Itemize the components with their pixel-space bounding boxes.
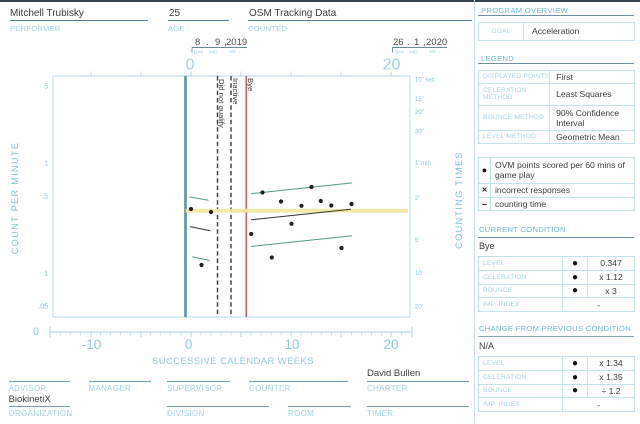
svg-text:9: 9	[215, 37, 220, 48]
svg-text:,: ,	[423, 37, 426, 48]
svg-text:5: 5	[44, 84, 48, 91]
svg-text:MO: MO	[410, 50, 418, 56]
svg-text:0: 0	[33, 326, 39, 338]
svg-text:-10: -10	[82, 337, 102, 352]
svg-text:SUCCESSIVE CALENDAR WEEKS: SUCCESSIVE CALENDAR WEEKS	[152, 355, 314, 366]
svg-text:2019: 2019	[226, 37, 247, 48]
svg-text:Bye: Bye	[246, 78, 255, 91]
svg-text:2': 2'	[415, 196, 419, 202]
svg-text:DAY: DAY	[395, 50, 405, 56]
svg-text:YR: YR	[229, 50, 236, 56]
svg-text:26: 26	[393, 37, 404, 48]
svg-text:.1: .1	[42, 271, 48, 278]
svg-text:10: 10	[284, 337, 299, 352]
svg-text:MO: MO	[210, 50, 218, 56]
svg-text:.05: .05	[38, 304, 48, 311]
svg-text:1: 1	[44, 161, 48, 168]
svg-text:0: 0	[186, 57, 195, 74]
svg-text:.: .	[206, 37, 209, 48]
svg-text:10" sec: 10" sec	[415, 78, 435, 84]
svg-text:2020: 2020	[426, 37, 447, 48]
svg-text:COUNTING TIMES: COUNTING TIMES	[454, 151, 464, 249]
svg-text:30": 30"	[415, 130, 424, 136]
svg-text:5': 5'	[415, 238, 419, 244]
svg-text:15": 15"	[415, 97, 424, 103]
svg-text:Did not qualify: Did not qualify	[217, 79, 226, 128]
svg-text:10': 10'	[415, 271, 423, 277]
svg-text:20": 20"	[415, 110, 424, 116]
svg-text:8: 8	[195, 37, 200, 48]
svg-text:,: ,	[224, 37, 227, 48]
svg-text:DAY: DAY	[194, 50, 204, 56]
svg-text:Inactive: Inactive	[231, 78, 240, 104]
svg-text:YR: YR	[429, 50, 436, 56]
svg-text:20: 20	[383, 337, 398, 352]
svg-text:.: .	[407, 37, 410, 48]
svg-text:.5: .5	[42, 194, 48, 201]
svg-text:20: 20	[383, 57, 401, 74]
svg-text:20': 20'	[415, 305, 423, 311]
svg-text:0: 0	[185, 337, 193, 352]
svg-text:1: 1	[414, 37, 419, 48]
svg-text:COUNT PER MINUTE: COUNT PER MINUTE	[10, 142, 20, 255]
svg-text:1' min: 1' min	[415, 161, 431, 167]
